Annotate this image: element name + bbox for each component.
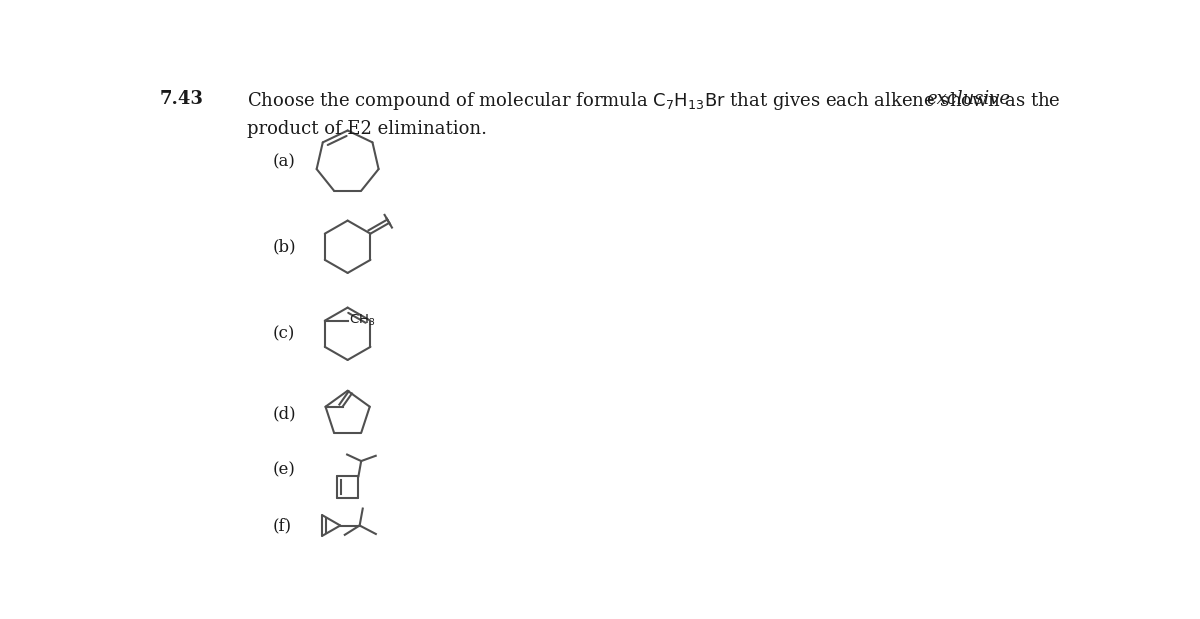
Text: (e): (e) (272, 462, 295, 478)
Text: (c): (c) (272, 325, 295, 342)
Text: (d): (d) (272, 405, 296, 422)
Text: 7.43: 7.43 (160, 90, 203, 108)
Text: exclusive: exclusive (926, 90, 1010, 108)
Text: Choose the compound of molecular formula $\mathrm{C_7H_{13}Br}$ that gives each : Choose the compound of molecular formula… (247, 90, 1061, 113)
Text: product of E2 elimination.: product of E2 elimination. (247, 119, 487, 137)
Text: (a): (a) (272, 154, 295, 171)
Text: $\mathrm{CH_3}$: $\mathrm{CH_3}$ (349, 313, 376, 328)
Text: (f): (f) (272, 517, 292, 534)
Text: (b): (b) (272, 238, 296, 255)
